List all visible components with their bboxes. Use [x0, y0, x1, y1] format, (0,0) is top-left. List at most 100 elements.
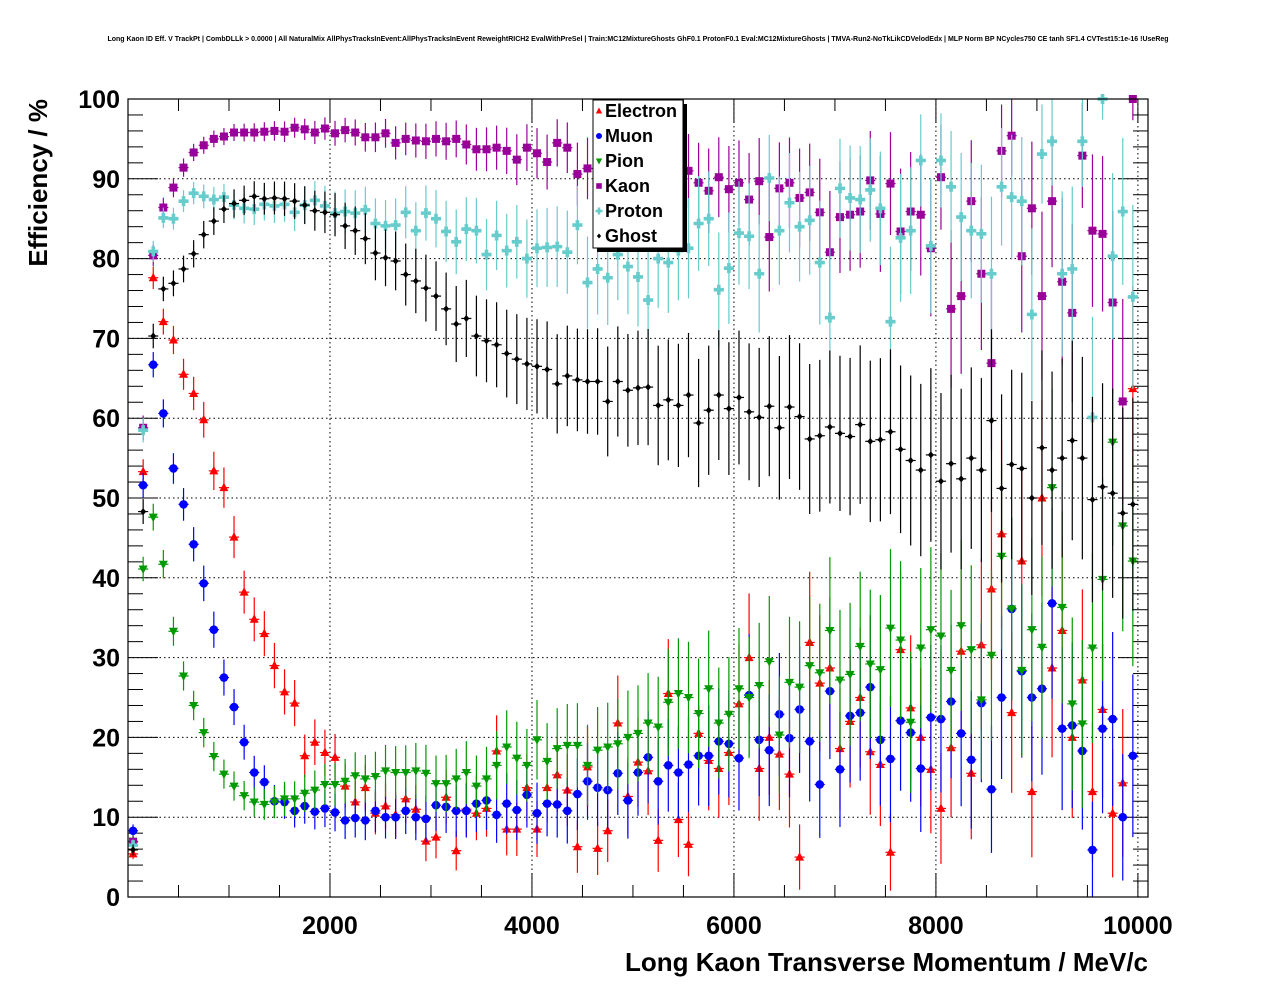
data-point [310, 737, 320, 746]
data-point [532, 243, 543, 254]
data-point [422, 284, 429, 292]
data-point [189, 148, 198, 157]
data-point [1057, 268, 1068, 279]
data-point [735, 393, 742, 401]
legend-marker-ghost [596, 233, 602, 239]
data-point [997, 693, 1006, 702]
data-point [168, 213, 179, 224]
data-point [361, 133, 370, 142]
data-point [300, 750, 310, 760]
data-point [795, 852, 805, 861]
data-point [310, 786, 320, 796]
data-point [461, 769, 471, 778]
data-point [593, 843, 603, 852]
data-point [350, 772, 360, 781]
data-point [927, 451, 934, 459]
data-point [612, 249, 623, 260]
data-point [1118, 812, 1128, 822]
data-point [169, 464, 178, 473]
data-point [1026, 309, 1037, 320]
data-point [148, 246, 159, 257]
data-point [614, 377, 621, 385]
data-point [190, 250, 197, 258]
data-point [321, 208, 328, 216]
data-point [715, 391, 722, 399]
data-point [249, 614, 259, 623]
data-point [887, 428, 894, 436]
data-point [300, 125, 309, 134]
data-point [441, 780, 451, 789]
data-point [1128, 751, 1138, 761]
data-point [290, 698, 300, 707]
data-point [1099, 483, 1106, 491]
data-point [239, 737, 249, 747]
data-point [622, 261, 633, 272]
data-point [451, 236, 462, 247]
data-point [734, 685, 744, 694]
data-point [816, 432, 823, 440]
data-point [219, 482, 229, 492]
data-point [847, 433, 854, 441]
data-point [956, 622, 966, 631]
data-point [562, 741, 572, 751]
data-point [845, 192, 856, 203]
y-tick-label: 100 [78, 86, 120, 114]
data-point [906, 718, 916, 728]
data-point [825, 626, 835, 636]
data-point [420, 208, 431, 219]
data-point [381, 129, 390, 138]
data-point [411, 812, 421, 822]
data-point [1087, 644, 1097, 654]
data-point [1108, 808, 1118, 817]
data-point [371, 806, 380, 816]
data-point [209, 465, 219, 475]
data-point [251, 192, 258, 200]
data-point [1036, 149, 1047, 160]
data-point [512, 155, 521, 164]
data-point [502, 799, 512, 808]
data-point [1109, 489, 1116, 497]
data-point [410, 225, 421, 236]
data-point [300, 789, 310, 799]
data-point [966, 755, 976, 765]
data-point [543, 158, 552, 167]
data-point [342, 222, 349, 230]
data-point [159, 409, 168, 418]
legend-marker-pion [595, 158, 603, 165]
data-point [341, 126, 350, 135]
data-point [310, 807, 320, 816]
data-point [684, 760, 693, 769]
data-point [683, 243, 694, 254]
data-point [976, 228, 987, 239]
x-tick-label: 8000 [908, 912, 964, 940]
data-point [158, 316, 168, 326]
data-point [805, 737, 814, 746]
data-point [352, 227, 359, 235]
data-point [917, 466, 924, 474]
data-point [1119, 509, 1126, 517]
data-point [412, 277, 419, 285]
data-point [603, 825, 613, 835]
data-point [663, 257, 674, 268]
data-point [805, 662, 815, 671]
data-point [987, 784, 996, 794]
y-tick-labels: 0 10 20 30 40 50 60 70 80 90 100 [78, 86, 120, 912]
data-point [774, 225, 785, 236]
data-point [198, 191, 209, 202]
data-point [956, 212, 967, 223]
x-tick-labels: 2000 4000 6000 8000 10000 [302, 912, 1172, 940]
data-point [886, 754, 895, 764]
data-point [431, 213, 442, 224]
data-point [179, 672, 189, 681]
data-point [623, 796, 633, 805]
data-point [685, 391, 692, 399]
data-point [604, 397, 611, 405]
y-tick-label: 70 [92, 325, 120, 353]
data-point [259, 800, 269, 810]
data-point [501, 245, 512, 256]
data-point [623, 733, 633, 743]
data-point [290, 123, 299, 132]
data-point [855, 194, 866, 205]
data-point [431, 780, 441, 789]
data-point [734, 753, 744, 763]
